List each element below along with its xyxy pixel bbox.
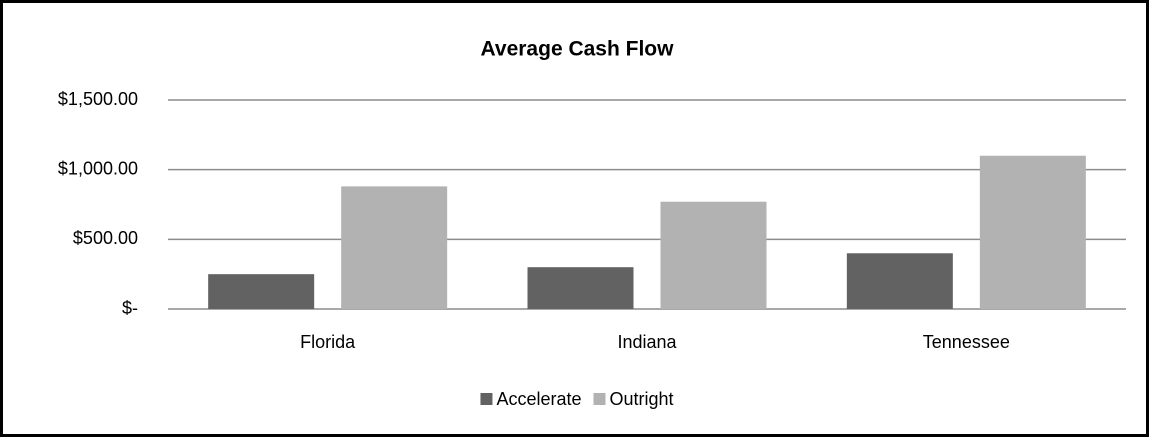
x-tick-label: Tennessee <box>923 332 1010 352</box>
legend-label: Outright <box>610 389 674 409</box>
legend-swatch <box>593 393 606 405</box>
y-tick-label: $500.00 <box>73 228 138 248</box>
x-tick-label: Florida <box>300 332 356 352</box>
legend-label: Accelerate <box>496 389 581 409</box>
legend-swatch <box>480 393 493 405</box>
x-tick-label: Indiana <box>617 332 677 352</box>
bar <box>208 274 315 309</box>
bar <box>979 155 1086 309</box>
y-tick-label: $- <box>122 298 138 318</box>
bar <box>527 267 634 309</box>
y-tick-label: $1,000.00 <box>58 158 138 178</box>
bar <box>341 186 448 309</box>
bar <box>660 201 767 309</box>
y-tick-label: $1,500.00 <box>58 89 138 109</box>
chart-title: Average Cash Flow <box>481 38 675 61</box>
bar <box>846 253 953 309</box>
